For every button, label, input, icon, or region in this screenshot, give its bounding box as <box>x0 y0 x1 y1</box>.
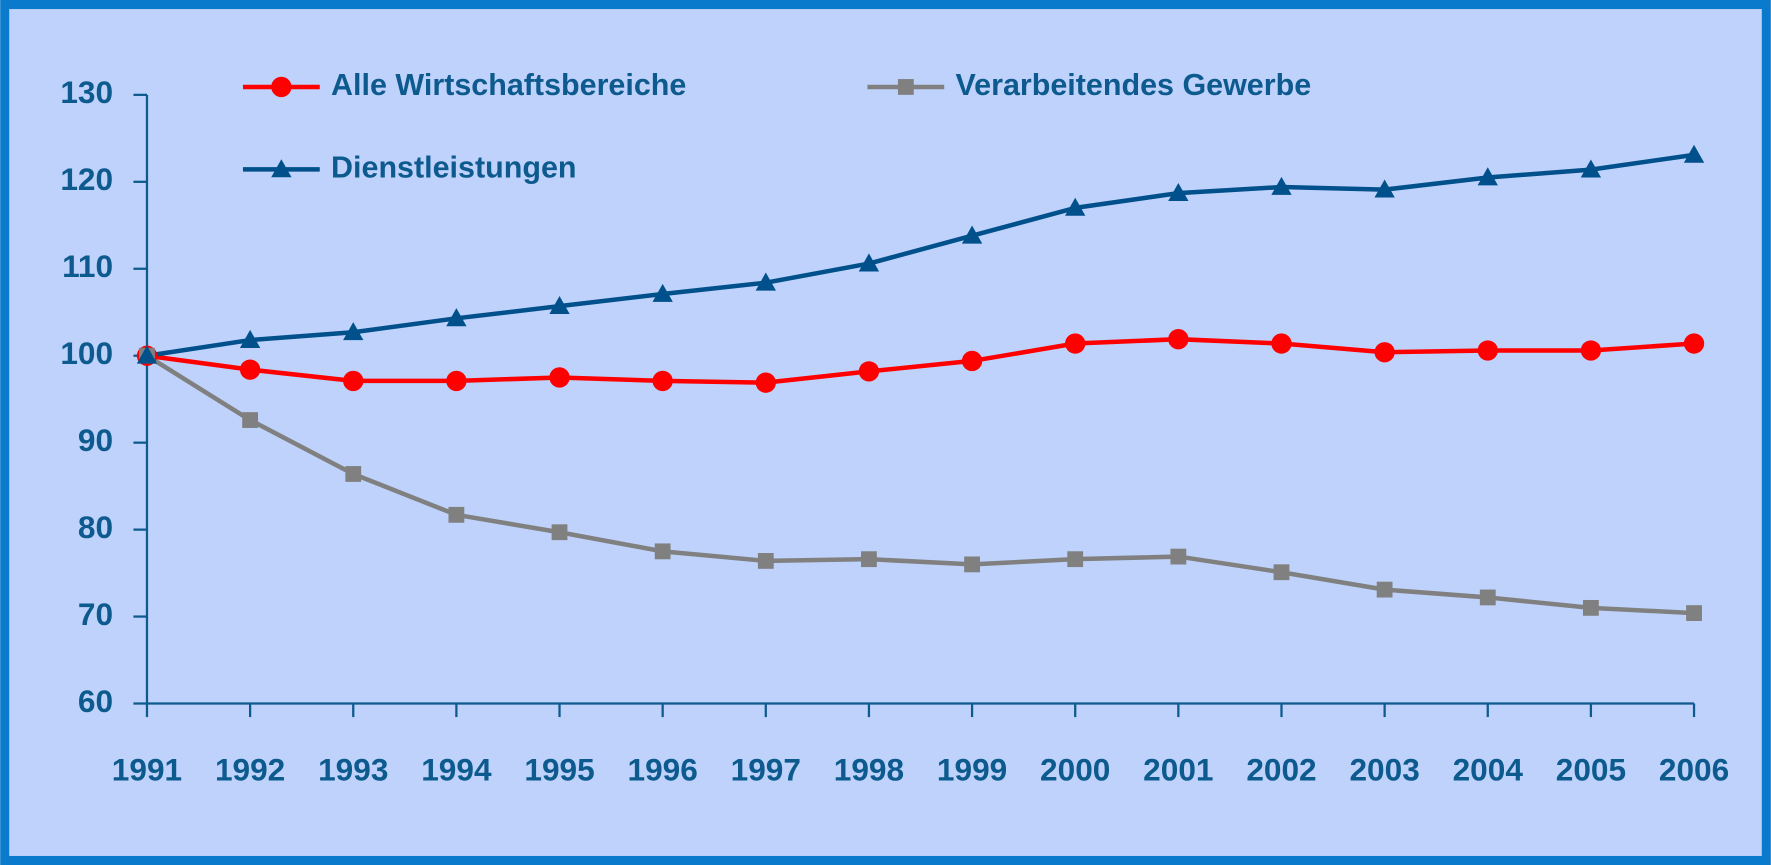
data-point <box>345 466 362 482</box>
data-point <box>1271 176 1292 195</box>
x-tick-label: 1993 <box>318 752 388 788</box>
legend-marker <box>897 79 914 95</box>
legend-marker <box>271 76 292 98</box>
data-point <box>343 370 364 392</box>
x-tick-label: 1997 <box>731 752 801 788</box>
y-tick-label: 60 <box>78 683 113 719</box>
data-point <box>961 225 983 244</box>
data-point <box>239 359 261 380</box>
data-point <box>239 329 261 348</box>
data-point <box>1065 197 1086 216</box>
data-point <box>861 551 877 568</box>
x-tick-label: 2005 <box>1556 752 1626 788</box>
data-point <box>858 253 880 272</box>
y-tick-label: 130 <box>60 74 113 110</box>
x-tick-label: 1998 <box>834 752 904 788</box>
x-tick-label: 1995 <box>524 752 594 788</box>
data-point <box>242 412 259 428</box>
data-point <box>136 345 158 364</box>
legend-label: Alle Wirtschaftsbereiche <box>331 68 686 102</box>
data-point <box>1271 333 1292 354</box>
x-tick-label: 2006 <box>1659 752 1729 788</box>
data-point <box>1168 329 1189 350</box>
data-point <box>1273 564 1290 581</box>
data-point <box>1683 144 1705 163</box>
data-point <box>654 543 671 560</box>
y-tick-label: 90 <box>78 422 113 458</box>
data-point <box>1686 605 1702 621</box>
data-point <box>1477 167 1498 186</box>
data-point <box>446 370 467 392</box>
x-tick-label: 1996 <box>627 752 697 788</box>
series-line <box>146 152 1695 358</box>
data-point <box>551 524 568 541</box>
x-tick-label: 2001 <box>1143 752 1213 788</box>
data-point <box>961 350 983 372</box>
plot-background <box>9 9 1762 856</box>
legend-marker <box>271 159 292 178</box>
data-point <box>1168 182 1189 202</box>
x-tick-label: 1991 <box>112 752 182 788</box>
data-point <box>1065 333 1086 354</box>
x-tick-label: 2000 <box>1040 752 1110 788</box>
y-tick-label: 120 <box>60 161 113 197</box>
x-tick-label: 1992 <box>215 752 285 788</box>
legend-label: Dienstleistungen <box>331 150 576 184</box>
x-tick-label: 2002 <box>1246 752 1316 788</box>
y-tick-label: 70 <box>78 596 113 632</box>
data-point <box>343 322 364 341</box>
data-point <box>858 361 880 382</box>
data-point <box>1479 589 1496 606</box>
y-tick-label: 100 <box>60 335 113 371</box>
y-tick-label: 110 <box>62 248 113 284</box>
x-tick-label: 2003 <box>1349 752 1419 788</box>
data-point <box>1580 159 1602 178</box>
x-tick-label: 2004 <box>1453 752 1524 788</box>
data-point <box>549 367 570 388</box>
data-point <box>652 370 673 392</box>
series-line <box>146 336 1695 385</box>
y-tick-label: 80 <box>78 509 113 545</box>
data-point <box>1582 599 1599 616</box>
data-point <box>549 295 570 315</box>
data-point <box>446 308 467 327</box>
x-tick-label: 1999 <box>937 752 1007 788</box>
legend-label: Verarbeitendes Gewerbe <box>956 68 1312 102</box>
data-point <box>1683 333 1705 354</box>
data-point <box>1477 340 1498 361</box>
data-point <box>1374 342 1395 363</box>
data-point <box>1580 340 1602 361</box>
data-point <box>1374 179 1395 198</box>
data-point <box>755 272 776 291</box>
data-point <box>1170 548 1187 565</box>
data-point <box>448 506 465 523</box>
data-point <box>652 283 673 302</box>
x-tick-label: 1994 <box>421 752 492 788</box>
data-point <box>755 372 776 393</box>
data-point <box>1067 551 1084 568</box>
data-point <box>1376 581 1393 598</box>
data-point <box>964 556 980 573</box>
series-line <box>145 353 1695 616</box>
data-point <box>757 553 774 569</box>
